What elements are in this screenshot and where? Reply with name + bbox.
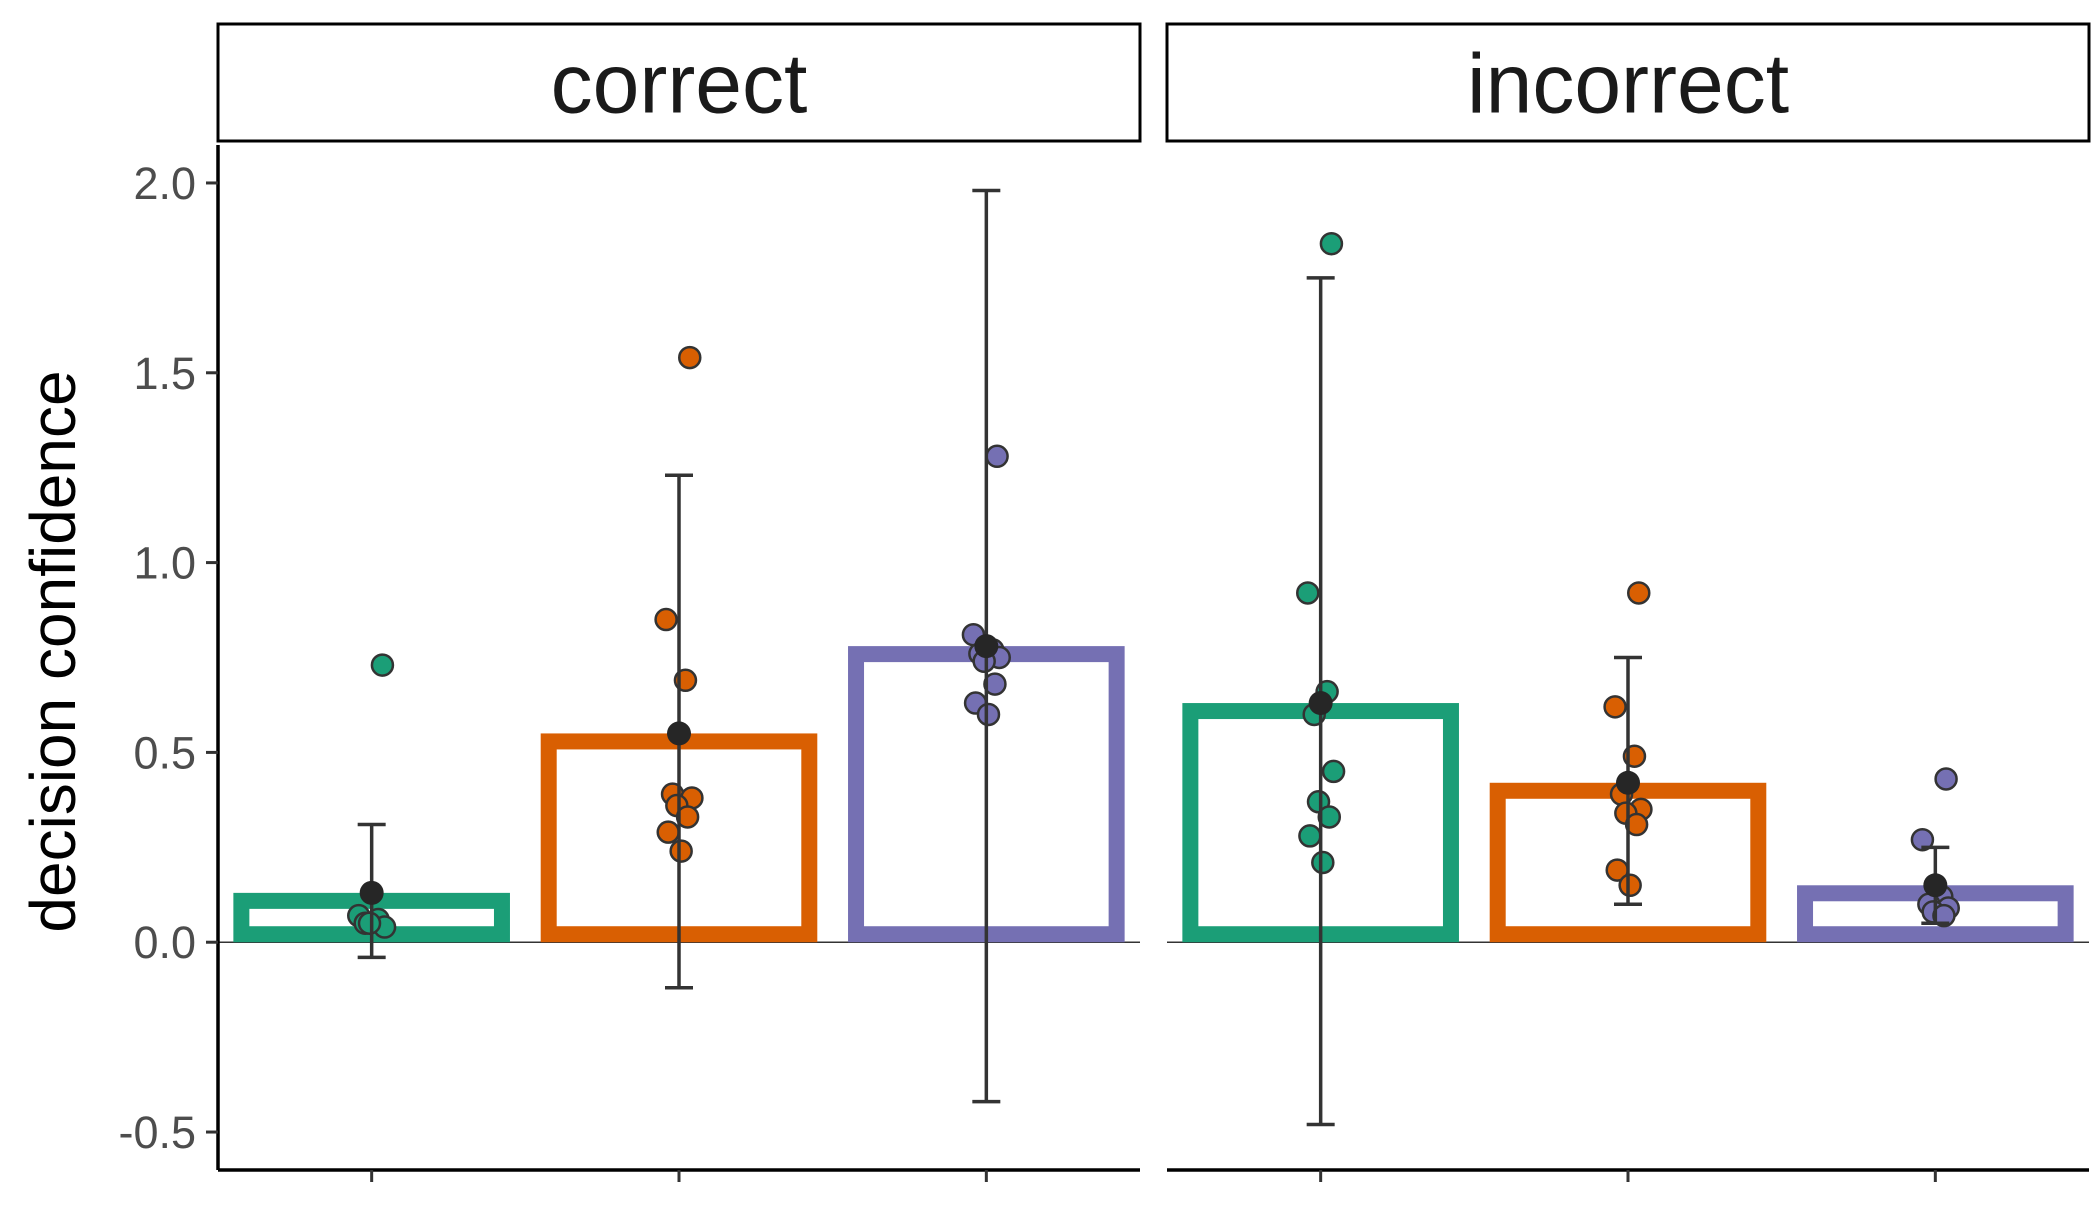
y-tick-label: -0.5 [118,1107,196,1158]
y-tick-label: 0.0 [133,917,196,968]
data-point [1932,903,1956,928]
mean-point [974,634,999,659]
facet-strip [1165,22,2091,143]
facet-strip-label: correct [551,37,808,131]
y-tick-label: 2.0 [133,158,196,209]
mean-point [1923,873,1948,898]
data-point [983,672,1007,696]
mean-point [1308,691,1333,716]
data-point [985,444,1009,469]
data-point [1627,581,1651,605]
y-tick-label: 0.5 [133,727,196,778]
mean-point [1616,770,1640,795]
panel-incorrect: incorrect [1165,22,2091,1182]
data-point [1934,767,1958,791]
data-point [1321,759,1346,784]
data-point [1603,695,1627,719]
y-tick-label: 1.5 [133,348,196,399]
y-axis-title: decision confidence [17,370,89,932]
data-point [678,345,702,370]
data-point [669,839,693,863]
data-point [654,607,678,632]
facet-strip [216,22,1142,143]
data-point [1319,231,1344,256]
data-point [1618,873,1642,898]
data-point [1298,824,1322,848]
data-point [1317,805,1342,829]
data-point [1910,827,1935,852]
data-point [675,805,700,829]
facet-strip-label: incorrect [1467,37,1789,131]
panel-correct: correct [216,22,1142,1182]
data-point [1311,850,1335,875]
mean-point [359,880,384,905]
data-point [1624,812,1649,837]
mean-point [667,721,691,746]
data-point [976,702,1001,727]
data-point [1296,581,1320,605]
data-point [656,820,680,844]
data-point [357,911,382,935]
y-tick-label: 1.0 [133,538,196,589]
data-point [370,653,395,677]
